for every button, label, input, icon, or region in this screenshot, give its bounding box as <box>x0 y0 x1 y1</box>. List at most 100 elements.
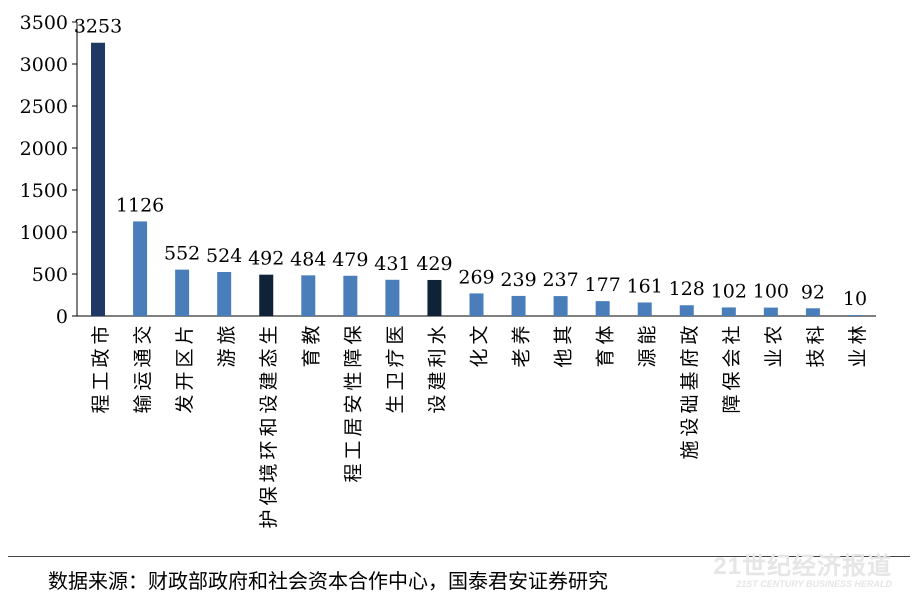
bar <box>469 293 484 316</box>
category-char: 业 <box>847 348 869 367</box>
bar <box>553 296 568 316</box>
category-char: 源 <box>637 348 659 367</box>
category-char: 体 <box>595 325 617 344</box>
category-char: 境 <box>258 463 280 482</box>
data-label: 1126 <box>116 194 164 216</box>
data-label: 161 <box>627 275 663 297</box>
category-char: 保 <box>258 486 280 505</box>
category-char: 障 <box>721 394 743 413</box>
bar <box>847 315 862 316</box>
category-char: 卫 <box>384 371 406 390</box>
bars <box>91 42 862 317</box>
data-label: 552 <box>164 243 200 265</box>
category-char: 科 <box>805 325 827 344</box>
bar <box>763 307 778 316</box>
bar <box>91 42 106 317</box>
category-char: 林 <box>847 325 869 344</box>
data-label: 492 <box>248 248 284 270</box>
y-axis: 0 500 1000 1500 2000 2500 3000 3500 <box>20 12 78 328</box>
bar <box>175 269 190 316</box>
bar <box>595 301 610 316</box>
data-label: 92 <box>801 281 825 303</box>
category-char: 化 <box>469 348 491 367</box>
y-tick-label: 3500 <box>20 12 68 34</box>
category-char: 和 <box>258 417 280 436</box>
category-char: 输 <box>132 394 154 413</box>
category-label: 农业 <box>763 325 785 367</box>
category-char: 市 <box>90 325 112 344</box>
category-char: 工 <box>342 440 364 459</box>
category-char: 基 <box>679 371 701 390</box>
bar <box>637 302 652 316</box>
category-char: 保 <box>342 325 364 344</box>
category-char: 态 <box>258 348 280 367</box>
category-char: 设 <box>426 394 448 413</box>
category-char: 工 <box>90 371 112 390</box>
category-char: 农 <box>763 325 785 344</box>
bar <box>385 279 400 316</box>
category-char: 发 <box>174 394 196 413</box>
category-label: 文化 <box>469 325 491 367</box>
category-char: 安 <box>342 394 364 413</box>
bar <box>721 307 736 316</box>
category-label: 其他 <box>553 325 575 367</box>
bar <box>679 305 694 316</box>
data-label: 177 <box>585 274 621 296</box>
data-label: 239 <box>500 269 536 291</box>
category-char: 交 <box>132 325 154 344</box>
bar <box>259 274 274 316</box>
category-char: 政 <box>679 325 701 344</box>
data-labels: 3253 1126 552 524 492 484 479 431 429 269 239 237 17… <box>74 16 867 310</box>
category-char: 生 <box>384 394 406 413</box>
category-label: 体育 <box>595 325 617 367</box>
category-char: 程 <box>90 394 112 413</box>
bar <box>427 279 442 316</box>
category-char: 水 <box>426 325 448 344</box>
category-label: 能源 <box>637 325 659 367</box>
category-char: 育 <box>595 348 617 367</box>
bar <box>805 308 820 316</box>
data-label: 524 <box>206 245 242 267</box>
category-char: 生 <box>258 325 280 344</box>
data-label: 3253 <box>74 16 122 38</box>
category-char: 能 <box>637 325 659 344</box>
category-labels: 市政工程交通运输片区开发旅游生态建设和环境保护教育保障性安居工程医疗卫生水利建设… <box>90 325 869 528</box>
category-char: 础 <box>679 394 701 413</box>
category-char: 利 <box>426 348 448 367</box>
data-label: 484 <box>290 248 326 270</box>
watermark: 21世纪经济报道 21ST CENTURY BUSINESS HERALD <box>713 546 892 589</box>
category-char: 建 <box>258 371 280 390</box>
category-char: 政 <box>90 348 112 367</box>
y-tick-label: 500 <box>32 264 68 286</box>
category-label: 林业 <box>847 325 869 367</box>
bar <box>511 295 526 316</box>
category-char: 通 <box>132 348 154 367</box>
category-char: 障 <box>342 348 364 367</box>
category-char: 他 <box>553 348 575 367</box>
category-char: 技 <box>805 348 827 367</box>
category-char: 业 <box>763 348 785 367</box>
category-char: 运 <box>132 371 154 390</box>
category-label: 教育 <box>300 325 322 367</box>
category-char: 老 <box>511 348 533 367</box>
bar <box>217 271 232 316</box>
category-char: 建 <box>426 371 448 390</box>
watermark-sub: 21ST CENTURY BUSINESS HERALD <box>736 579 892 589</box>
data-label: 429 <box>416 253 452 275</box>
category-char: 片 <box>174 325 196 344</box>
category-char: 保 <box>721 371 743 390</box>
category-char: 疗 <box>384 348 406 367</box>
category-char: 社 <box>721 325 743 344</box>
y-tick-label: 3000 <box>20 54 68 76</box>
category-char: 施 <box>679 440 701 459</box>
category-char: 文 <box>469 325 491 344</box>
y-tick-label: 0 <box>56 306 68 328</box>
category-char: 其 <box>553 325 575 344</box>
